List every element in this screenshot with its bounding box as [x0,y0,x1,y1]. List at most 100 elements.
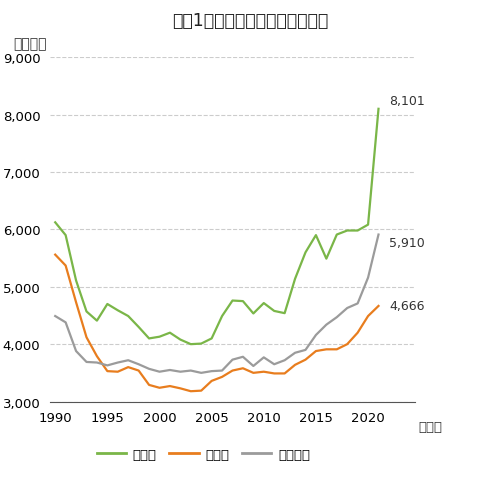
首都圏 [94,318,100,324]
近畿圏 [219,374,225,380]
全国平均 [167,367,173,373]
近畿圏 [271,371,277,377]
全国平均 [178,369,184,375]
Text: 4,666: 4,666 [389,300,424,313]
近畿圏 [104,368,110,374]
全国平均 [376,232,382,238]
首都圏 [167,330,173,336]
近畿圏 [146,382,152,388]
近畿圏 [376,303,382,309]
全国平均 [292,350,298,356]
Text: 5,910: 5,910 [389,237,424,250]
全国平均 [219,368,225,374]
首都圏 [208,336,214,342]
全国平均 [240,354,246,360]
近畿圏 [230,368,235,374]
近畿圏 [324,347,330,352]
全国平均 [324,322,330,328]
全国平均 [94,360,100,366]
首都圏 [125,314,131,319]
全国平均 [271,362,277,367]
近畿圏 [115,369,121,375]
首都圏 [302,250,308,256]
全国平均 [125,358,131,363]
全国平均 [198,370,204,376]
近畿圏 [282,371,288,377]
近畿圏 [365,314,371,319]
近畿圏 [302,357,308,363]
全国平均 [282,358,288,363]
全国平均 [365,275,371,281]
全国平均 [115,360,121,366]
首都圏 [188,342,194,348]
全国平均 [84,359,89,365]
首都圏 [84,309,89,315]
近畿圏 [125,364,131,370]
首都圏 [136,324,141,330]
近畿圏 [250,370,256,376]
全国平均 [52,314,58,319]
首都圏 [376,106,382,112]
近畿圏 [188,389,194,394]
首都圏 [115,308,121,314]
首都圏 [261,301,267,306]
近畿圏 [73,300,79,305]
首都圏 [292,276,298,282]
近畿圏 [240,365,246,371]
首都圏 [271,308,277,314]
Line: 近畿圏: 近畿圏 [55,255,378,392]
首都圏 [62,233,68,239]
近畿圏 [136,368,141,374]
首都圏 [313,233,319,239]
全国平均 [208,368,214,374]
首都圏 [104,302,110,307]
近畿圏 [334,347,340,352]
首都圏 [178,337,184,343]
首都圏 [365,222,371,228]
全国平均 [354,301,360,307]
全国平均 [104,363,110,368]
近畿圏 [198,388,204,394]
首都圏 [146,336,152,342]
近畿圏 [94,354,100,360]
首都圏 [52,220,58,226]
近畿圏 [167,383,173,389]
全国平均 [344,305,350,311]
首都圏 [324,256,330,262]
近畿圏 [313,348,319,354]
近畿圏 [178,386,184,392]
Line: 首都圏: 首都圏 [55,109,378,345]
首都圏 [198,341,204,347]
近畿圏 [156,385,162,391]
近畿圏 [62,263,68,269]
首都圏 [250,311,256,317]
全国平均 [313,333,319,338]
全国平均 [188,368,194,374]
全国平均 [230,357,235,363]
近畿圏 [354,330,360,336]
Text: （年）: （年） [418,421,442,434]
首都圏 [334,232,340,238]
Text: （万円）: （万円） [14,37,47,51]
全国平均 [73,348,79,354]
首都圏 [344,228,350,234]
全国平均 [62,320,68,326]
Text: 8,101: 8,101 [389,95,424,108]
全国平均 [302,348,308,353]
全国平均 [146,366,152,372]
近畿圏 [261,369,267,375]
近畿圏 [52,252,58,258]
首都圏 [73,278,79,284]
首都圏 [354,228,360,234]
近畿圏 [292,362,298,368]
Text: 図表1　新築マンション平均価格: 図表1 新築マンション平均価格 [172,12,328,30]
首都圏 [219,314,225,319]
近畿圏 [344,342,350,348]
首都圏 [156,334,162,340]
首都圏 [230,298,235,304]
全国平均 [334,315,340,320]
Legend: 首都圏, 近畿圏, 全国平均: 首都圏, 近畿圏, 全国平均 [92,443,315,466]
首都圏 [240,299,246,304]
近畿圏 [84,334,89,340]
全国平均 [156,369,162,375]
